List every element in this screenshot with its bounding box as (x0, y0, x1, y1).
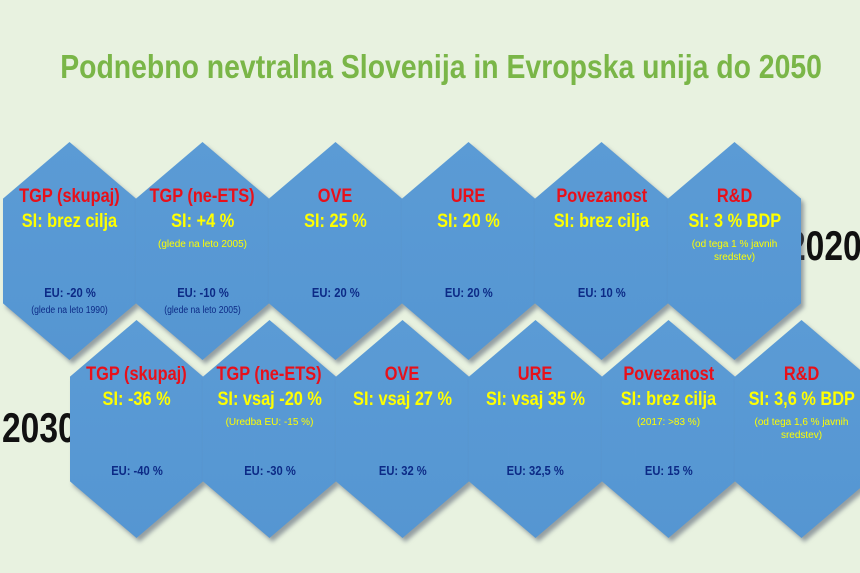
hexagon-si-value: SI: +4 % (170, 211, 235, 232)
hexagon-eu-note (668, 305, 801, 316)
hexagon-eu-value: EU: -20 % (43, 285, 96, 300)
hexagon-si-value: SI: 3,6 % BDP (748, 389, 855, 410)
hexagon-2020-2: TGP (ne-ETS) SI: +4 % (glede na leto 2005)… (136, 142, 269, 360)
hexagon-si-value: SI: 25 % (304, 211, 367, 232)
hexagon-2030-2: TGP (ne-ETS) SI: vsaj -20 % (Uredba EU: -1… (203, 320, 336, 538)
hexagon-eu-value: EU: 20 % (311, 285, 360, 300)
hexagon-title: OVE (318, 186, 353, 207)
hexagon-si-note: (od tega 1,6 % javnih sredstev) (754, 417, 849, 441)
hexagon-eu-note (269, 305, 402, 316)
hexagon-eu-note (602, 483, 735, 494)
hexagon-si-value: SI: brez cilja (21, 211, 118, 232)
hexagon-shape (602, 320, 735, 538)
hexagon-title: Povezanost (623, 364, 714, 385)
hexagon-eu-note (70, 483, 203, 494)
hexagon-eu-note (735, 483, 860, 494)
hexagon-2020-3: OVE SI: 25 % EU: 20 % (269, 142, 402, 360)
hexagon-eu-note: (glede na leto 2005) (164, 305, 241, 316)
hexagon-eu-note (535, 305, 668, 316)
hexagon-eu-value: EU: 32 % (378, 463, 427, 478)
hexagon-eu-note (469, 483, 602, 494)
hexagon-title: URE (518, 364, 553, 385)
hexagon-2030-1: TGP (skupaj) SI: -36 % EU: -40 % (70, 320, 203, 538)
hexagon-eu-value: EU: -30 % (243, 463, 296, 478)
hexagon-eu-value: EU: 10 % (577, 285, 626, 300)
hexagon-title: Povezanost (556, 186, 647, 207)
hexagon-2020-1: TGP (skupaj) SI: brez cilja EU: -20 % (gled… (3, 142, 136, 360)
hexagon-2030-5: Povezanost SI: brez cilja (2017: >83 %) EU:… (602, 320, 735, 538)
hexagon-shape (336, 320, 469, 538)
hexagon-si-value: SI: vsaj 35 % (485, 389, 586, 410)
hexagon-eu-note (402, 305, 535, 316)
hexagon-2030-4: URE SI: vsaj 35 % EU: 32,5 % (469, 320, 602, 538)
hexagon-title: R&D (716, 186, 753, 207)
hexagon-eu-note: (glede na leto 1990) (31, 305, 108, 316)
hexagon-title: R&D (783, 364, 820, 385)
hexagon-2030-6: R&D SI: 3,6 % BDP (od tega 1,6 % javnih sr… (735, 320, 860, 538)
hexagon-eu-note (203, 483, 336, 494)
hexagon-title: TGP (ne-ETS) (149, 186, 255, 207)
hexagon-title: TGP (ne-ETS) (216, 364, 322, 385)
hexagon-title: TGP (skupaj) (86, 364, 187, 385)
hexagon-shape (469, 320, 602, 538)
hexagon-si-value: SI: vsaj 27 % (352, 389, 453, 410)
hexagon-2020-6: R&D SI: 3 % BDP (od tega 1 % javnih sredst… (668, 142, 801, 360)
hexagon-si-note: (glede na leto 2005) (158, 239, 247, 250)
hexagon-title: URE (451, 186, 486, 207)
hexagon-si-note: (2017: >83 %) (636, 417, 701, 428)
hexagon-si-value: SI: -36 % (102, 389, 171, 410)
hexagon-title: TGP (skupaj) (19, 186, 120, 207)
hexagon-si-note: (Uredba EU: -15 %) (225, 417, 314, 428)
hexagon-si-value: SI: vsaj -20 % (217, 389, 322, 410)
page-title: Podnebno nevtralna Slovenija in Evropska… (60, 48, 822, 85)
hexagon-eu-value (668, 285, 801, 300)
hexagon-si-value: SI: 20 % (437, 211, 500, 232)
hexagon-shape (70, 320, 203, 538)
hexagon-2020-5: Povezanost SI: brez cilja EU: 10 % (535, 142, 668, 360)
hexagon-eu-value: EU: 20 % (444, 285, 493, 300)
hexagon-2030-3: OVE SI: vsaj 27 % EU: 32 % (336, 320, 469, 538)
hexagon-si-note: (od tega 1 % javnih sredstev) (691, 239, 778, 263)
hexagon-eu-value: EU: 15 % (644, 463, 693, 478)
hexagon-title: OVE (385, 364, 420, 385)
hexagon-eu-value: EU: -10 % (176, 285, 229, 300)
hexagon-eu-value (735, 463, 860, 478)
hexagon-si-value: SI: brez cilja (553, 211, 650, 232)
hexagon-si-value: SI: 3 % BDP (688, 211, 781, 232)
hexagon-2020-4: URE SI: 20 % EU: 20 % (402, 142, 535, 360)
hexagon-eu-value: EU: 32,5 % (506, 463, 565, 478)
year-label-2030: 2030 (2, 404, 77, 451)
hexagon-si-value: SI: brez cilja (620, 389, 717, 410)
hexagon-shape (203, 320, 336, 538)
hexagon-eu-note (336, 483, 469, 494)
hexagon-eu-value: EU: -40 % (110, 463, 163, 478)
